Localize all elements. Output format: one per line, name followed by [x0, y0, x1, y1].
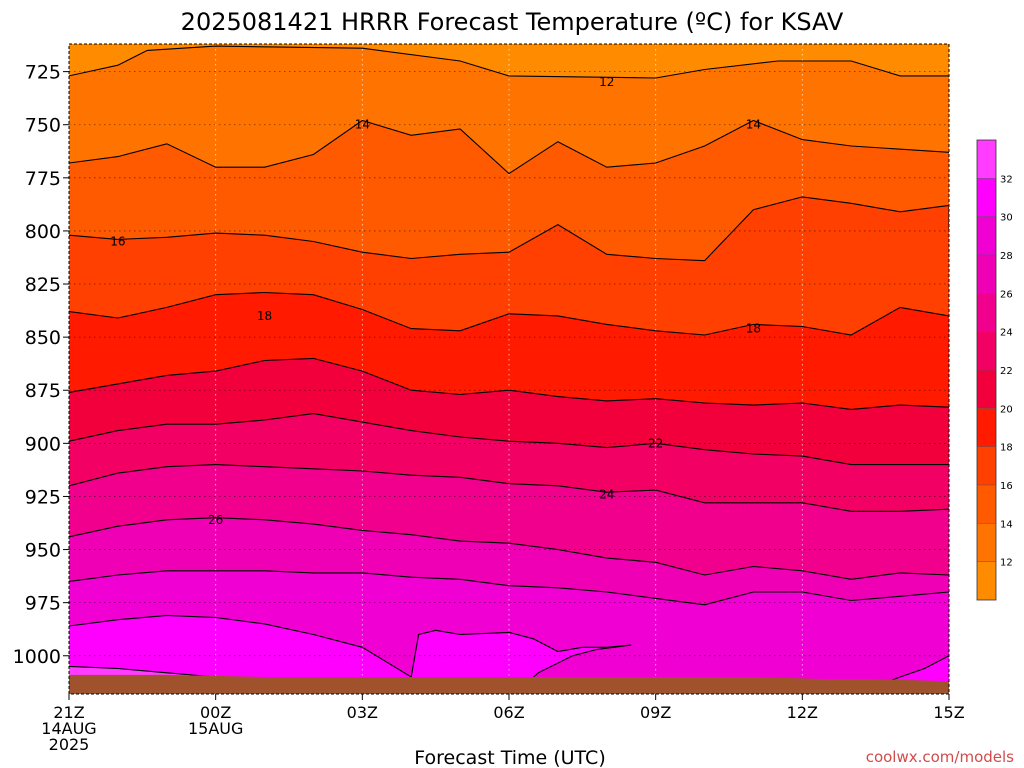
colorbar-swatch — [977, 178, 996, 217]
y-tick-label: 725 — [25, 62, 61, 84]
contour-labels: 12 14 14 16 18 18 22 24 26 — [110, 75, 761, 527]
colorbar-swatch — [977, 255, 996, 294]
colorbar-label: 24 — [1000, 328, 1013, 339]
x-tick-label: 00Z — [200, 703, 231, 722]
x-tick-label: 15AUG — [188, 719, 243, 738]
y-tick-label: 975 — [25, 593, 61, 615]
contour-label: 18 — [746, 322, 761, 336]
isotherm-30 — [69, 614, 632, 691]
y-tick-label: 875 — [25, 380, 61, 402]
y-tick-label: 775 — [25, 168, 61, 190]
isotherm-24 — [69, 464, 949, 512]
y-tick-label: 900 — [25, 433, 61, 455]
band-above-30 — [69, 615, 632, 694]
isotherm-14 — [69, 119, 949, 175]
colorbar: 12 14 16 18 20 22 24 26 28 30 32 — [976, 139, 1013, 601]
contour-label: 26 — [208, 513, 223, 527]
colorbar-label: 14 — [1000, 519, 1013, 530]
colorbar-label: 22 — [1000, 366, 1013, 377]
isotherm-20 — [69, 357, 949, 410]
colorbar-label: 28 — [1000, 251, 1013, 262]
colorbar-swatch — [977, 216, 996, 255]
y-tick-label: 950 — [25, 540, 61, 562]
contour-label: 18 — [257, 309, 272, 323]
y-tick-label: 925 — [25, 486, 61, 508]
y-tick-label: 825 — [25, 274, 61, 296]
colorbar-swatch — [977, 561, 996, 600]
surface-terrain — [69, 674, 949, 694]
isotherm-28 — [69, 570, 949, 606]
colorbar-swatch — [977, 140, 996, 179]
colorbar-label: 32 — [1000, 174, 1013, 185]
y-tick-label: 800 — [25, 221, 61, 243]
contour-label: 24 — [599, 487, 614, 501]
x-tick-label: 12Z — [787, 703, 818, 722]
x-tick-label: 15Z — [933, 703, 964, 722]
x-tick-label: 14AUG — [41, 719, 96, 738]
y-tick-label: 850 — [25, 327, 61, 349]
isotherm-22 — [69, 413, 949, 466]
isotherm-12 — [69, 45, 949, 79]
isotherm-16 — [69, 196, 949, 262]
credit-text: coolwx.com/models — [866, 748, 1014, 766]
x-tick-label: 09Z — [640, 703, 671, 722]
vertical-grid — [69, 44, 949, 694]
contour-label: 12 — [599, 75, 614, 89]
contour-label: 14 — [355, 118, 370, 132]
colorbar-label: 20 — [1000, 404, 1013, 415]
contour-label: 16 — [110, 235, 125, 249]
colorbar-swatch — [977, 293, 996, 332]
plot-area: 12 14 14 16 18 18 22 24 26 — [69, 44, 949, 694]
isotherm-26 — [69, 517, 949, 580]
x-tick-label: 03Z — [347, 703, 378, 722]
colorbar-swatch — [977, 370, 996, 409]
ground-surface — [69, 674, 949, 694]
colorbar-label: 26 — [1000, 289, 1013, 300]
y-axis: 725 750 775 800 825 850 875 900 925 950 975 1000 — [13, 62, 69, 668]
x-tick-label: 2025 — [49, 735, 90, 754]
colorbar-label: 12 — [1000, 558, 1013, 569]
chart-title: 2025081421 HRRR Forecast Temperature (ºC… — [181, 8, 844, 36]
isotherm-contours — [69, 45, 949, 691]
colorbar-label: 18 — [1000, 443, 1013, 454]
contour-label: 22 — [648, 436, 663, 450]
colorbar-label: 30 — [1000, 213, 1013, 224]
colorbar-swatch — [977, 446, 996, 485]
colorbar-swatch — [977, 408, 996, 447]
x-tick-label: 21Z — [53, 703, 84, 722]
horizontal-grid — [69, 71, 949, 657]
x-axis-label: Forecast Time (UTC) — [414, 747, 605, 768]
colorbar-label: 16 — [1000, 481, 1013, 492]
isotherm-18 — [69, 291, 949, 336]
y-tick-label: 1000 — [13, 646, 61, 668]
colorbar-swatch — [977, 331, 996, 370]
x-tick-label: 06Z — [493, 703, 524, 722]
y-tick-label: 750 — [25, 115, 61, 137]
colorbar-swatch — [977, 485, 996, 524]
contour-label: 14 — [746, 118, 761, 132]
colorbar-swatch — [977, 523, 996, 562]
